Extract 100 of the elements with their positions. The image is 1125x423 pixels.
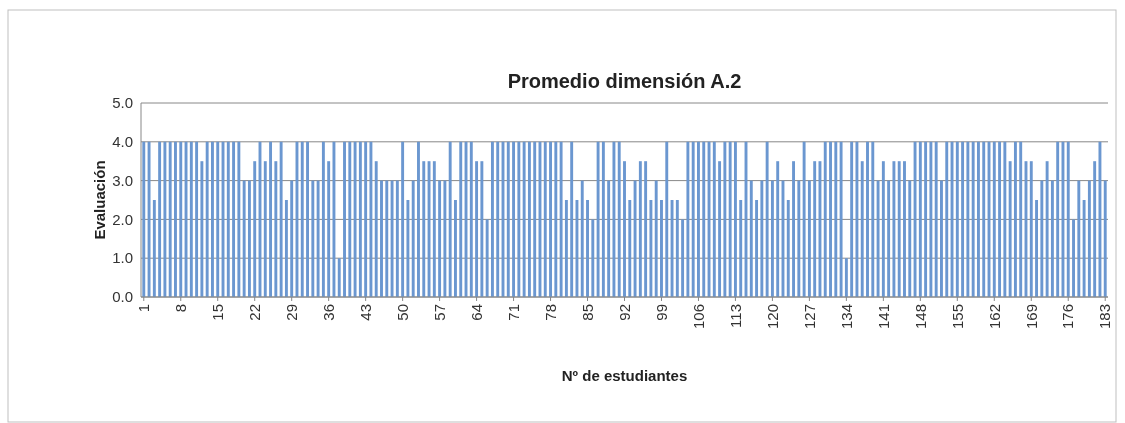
bar	[475, 161, 479, 297]
bar	[1050, 180, 1054, 297]
bar	[961, 141, 965, 297]
bar	[200, 161, 204, 297]
x-tick-label: 169	[1022, 304, 1040, 330]
bar	[786, 200, 790, 297]
x-tick-label: 162	[985, 304, 1003, 330]
bar	[966, 141, 970, 297]
bar	[195, 141, 199, 297]
bar	[269, 141, 273, 297]
bar	[638, 161, 642, 297]
bar	[274, 161, 278, 297]
bar	[998, 141, 1002, 297]
bar	[459, 141, 463, 297]
x-tick-label: 78	[541, 304, 559, 321]
x-tick-label: 183	[1096, 304, 1114, 330]
bar	[934, 141, 938, 297]
bar	[712, 141, 716, 297]
bar	[343, 141, 346, 297]
bar	[776, 161, 780, 297]
bar	[1082, 200, 1086, 297]
bar	[1066, 141, 1070, 297]
x-tick-label: 141	[874, 304, 892, 330]
x-tick-label: 15	[208, 304, 226, 321]
bar	[982, 141, 986, 297]
bar	[432, 161, 436, 297]
bar	[807, 180, 811, 297]
y-axis-title: Evaluación	[91, 160, 108, 240]
bar	[913, 141, 917, 297]
x-axis-title: Nº de estudiantes	[561, 367, 688, 384]
bar	[1003, 141, 1007, 297]
bar	[300, 141, 304, 297]
bar	[665, 141, 669, 297]
bar	[332, 141, 336, 297]
x-tick-label: 29	[282, 304, 300, 321]
bar	[237, 141, 241, 297]
bar	[549, 141, 552, 297]
bar	[702, 141, 706, 297]
bar	[992, 141, 996, 297]
bar	[924, 141, 928, 297]
bar	[337, 258, 341, 297]
bar	[490, 141, 494, 297]
bar	[770, 180, 774, 297]
bar	[871, 141, 875, 297]
bar	[617, 141, 621, 297]
bar	[1098, 141, 1102, 297]
bar	[876, 180, 880, 297]
y-tick-label: 2.0	[112, 210, 133, 228]
bar	[543, 141, 547, 297]
bar	[522, 141, 526, 297]
x-tick-label: 120	[763, 304, 781, 330]
bar	[976, 141, 980, 297]
x-tick-label: 64	[467, 304, 485, 321]
bar	[395, 180, 399, 297]
bar	[839, 141, 843, 297]
bar	[586, 200, 589, 297]
bar	[179, 141, 183, 297]
bar	[971, 141, 975, 297]
bar	[955, 141, 959, 297]
bar	[321, 141, 325, 297]
bar	[607, 180, 611, 297]
bar	[152, 200, 156, 297]
bar	[633, 180, 637, 297]
bar	[918, 141, 922, 297]
bar	[306, 141, 309, 297]
bar	[601, 141, 605, 297]
bar	[855, 141, 859, 297]
x-tick-label: 57	[430, 304, 448, 321]
bar	[697, 141, 700, 297]
bar	[232, 141, 236, 297]
bar	[733, 141, 737, 297]
bar	[612, 141, 616, 297]
bar	[850, 141, 854, 297]
bar	[929, 141, 933, 297]
bar	[1087, 180, 1091, 297]
x-tick-label: 113	[726, 304, 744, 328]
bar	[189, 141, 193, 297]
y-tick-label: 5.0	[112, 94, 133, 112]
bar	[844, 258, 848, 297]
bar	[411, 180, 415, 297]
x-tick-label: 71	[504, 304, 522, 321]
bar	[718, 161, 722, 297]
bar	[506, 141, 510, 297]
bar	[908, 180, 912, 297]
bar	[654, 180, 658, 297]
bar	[369, 141, 373, 297]
y-tick-label: 1.0	[112, 249, 133, 267]
bar	[385, 180, 389, 297]
bar	[649, 200, 653, 297]
x-tick-label: 1	[135, 304, 153, 313]
bar	[1103, 180, 1107, 297]
bar	[422, 161, 426, 297]
bar	[533, 141, 537, 297]
bar	[406, 200, 410, 297]
chart-title: Promedio dimensión A.2	[507, 70, 742, 92]
bar	[813, 161, 817, 297]
bar	[443, 180, 447, 297]
bar	[316, 180, 320, 297]
bar	[554, 141, 558, 297]
bar	[903, 161, 906, 297]
